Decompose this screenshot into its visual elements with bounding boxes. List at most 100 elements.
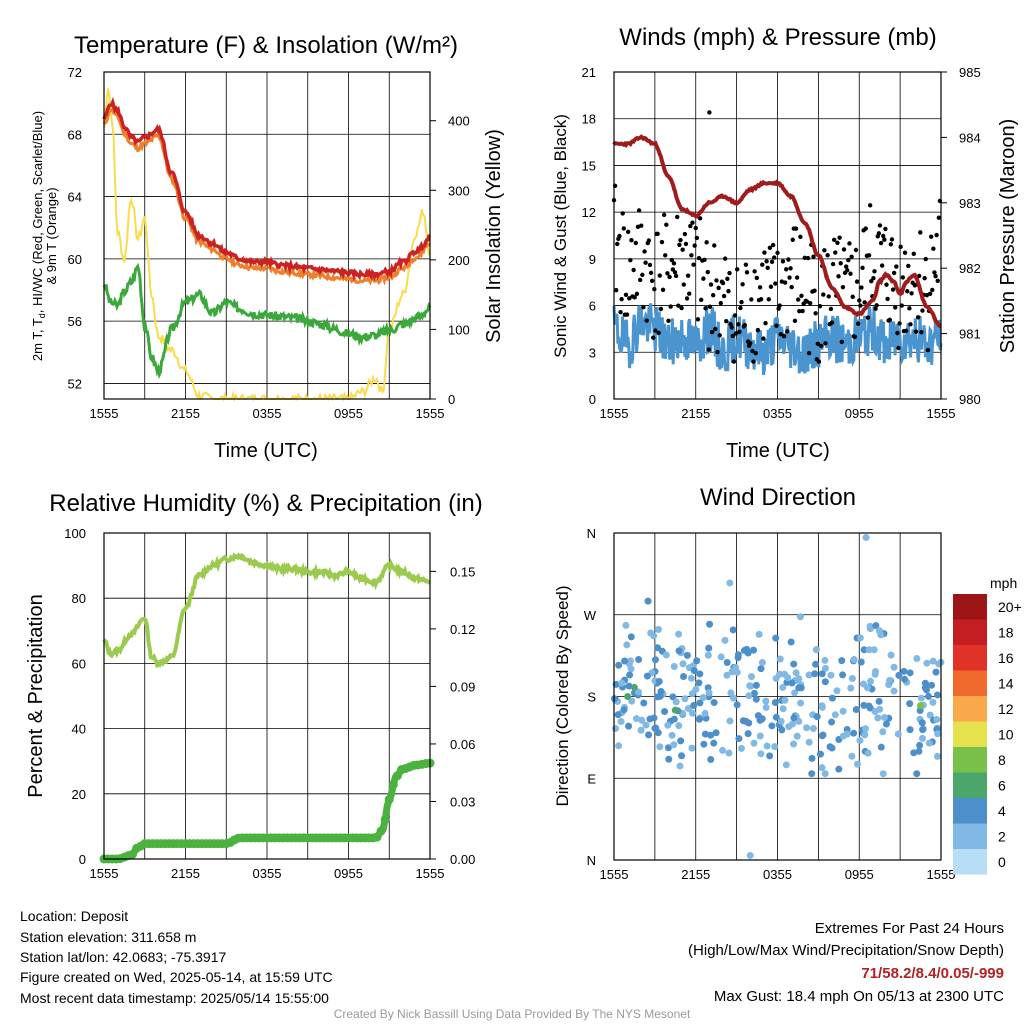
humidity-ytick-right-label: 0.06 (450, 737, 475, 752)
direction-point (684, 704, 692, 712)
humidity-ytick-label: 80 (72, 591, 86, 606)
gust-point (740, 282, 745, 287)
winds-ylabel-left: Sonic Wind & Gust (Blue, Black) (551, 114, 570, 358)
temperature-title: Temperature (F) & Insolation (W/m²) (74, 32, 458, 59)
gust-point (627, 296, 632, 301)
direction-point (835, 765, 843, 773)
direction-point (917, 694, 925, 702)
direction-point (699, 694, 707, 702)
gust-point (782, 280, 788, 285)
gust-point (715, 349, 720, 355)
direction-point (734, 651, 742, 659)
gust-point (860, 265, 865, 270)
direction-point (688, 744, 696, 752)
gust-point (625, 229, 631, 235)
direction-point (768, 722, 776, 730)
gust-point (659, 239, 665, 245)
gust-point (857, 298, 862, 303)
direction-point (919, 734, 927, 742)
gust-point (679, 305, 684, 311)
direction-point (821, 678, 829, 686)
gust-point (736, 322, 741, 327)
precip-point (380, 814, 390, 824)
direction-point (766, 752, 774, 760)
gust-point (774, 323, 779, 328)
direction-point (882, 720, 890, 728)
gust-point (713, 326, 718, 332)
gust-point (775, 250, 780, 256)
gust-point (871, 276, 876, 281)
temperature-xlabel: Time (UTC) (214, 440, 318, 462)
direction-point (791, 689, 799, 697)
temperature-ytick-label: 68 (68, 127, 82, 142)
gust-point (648, 270, 654, 276)
gust-point (717, 333, 722, 338)
gust-point (646, 238, 652, 243)
gust-point (935, 278, 940, 283)
direction-point (654, 644, 662, 652)
direction-point (821, 770, 829, 778)
gust-point (853, 247, 859, 253)
gust-point (653, 328, 658, 333)
gust-point (768, 284, 774, 289)
gust-point (669, 257, 674, 263)
direction-point (675, 722, 683, 730)
humidity-xtick-label: 0955 (334, 866, 363, 881)
direction-point (890, 663, 898, 671)
humidity-ylabel-left: Percent & Precipitation (25, 594, 47, 797)
gust-point (794, 275, 800, 280)
gust-point (748, 340, 753, 346)
gust-point (905, 289, 910, 294)
gust-point (878, 240, 884, 246)
speed-colorbar: 20+ 18 16 14 12 10 8 6 4 2 0 (953, 594, 1022, 875)
direction-point (818, 703, 826, 711)
direction-point (745, 719, 753, 727)
humidity-title: Relative Humidity (%) & Precipitation (i… (49, 490, 482, 517)
gust-point (823, 341, 828, 346)
gust-point (817, 303, 823, 309)
direction-panel: Wind Direction 1555 2155 0355 0955 1555 N E S W N… (553, 484, 1022, 882)
direction-point (690, 667, 698, 675)
direction-point (747, 673, 755, 681)
direction-point (828, 718, 836, 726)
gust-point (796, 297, 801, 302)
direction-point (727, 689, 735, 697)
direction-point (875, 627, 883, 635)
direction-point (662, 651, 670, 659)
direction-point (757, 750, 765, 758)
gust-point (826, 294, 831, 299)
direction-point (805, 671, 813, 679)
gust-point (682, 231, 688, 237)
direction-point (925, 739, 933, 747)
direction-point (906, 726, 914, 734)
direction-point (675, 647, 683, 655)
direction-point (812, 646, 820, 654)
direction-point (772, 713, 780, 721)
direction-point (860, 701, 868, 709)
gust-point (766, 297, 771, 302)
direction-point (779, 705, 787, 713)
winds-xlabel: Time (UTC) (726, 440, 830, 462)
winds-xtick-label: 0955 (845, 406, 874, 421)
gust-point (909, 291, 914, 296)
colorbar-swatch (953, 823, 987, 849)
gust-point (720, 280, 726, 286)
direction-point (866, 625, 874, 633)
gust-point (896, 345, 901, 351)
gust-point (838, 261, 843, 266)
direction-point (628, 697, 636, 705)
direction-point (879, 770, 887, 778)
gust-point (785, 329, 790, 334)
winds-ytick-label: 12 (582, 205, 596, 220)
gust-point (628, 258, 633, 263)
gust-point (697, 216, 703, 221)
gust-point (676, 303, 681, 308)
direction-point (795, 684, 803, 692)
direction-point (704, 651, 712, 659)
direction-point (752, 695, 760, 703)
direction-point (932, 668, 940, 676)
gust-point (749, 297, 754, 302)
extremes-subtitle: (High/Low/Max Wind/Precipitation/Snow De… (688, 942, 1004, 959)
gust-point (760, 262, 765, 267)
gust-point (721, 293, 727, 299)
